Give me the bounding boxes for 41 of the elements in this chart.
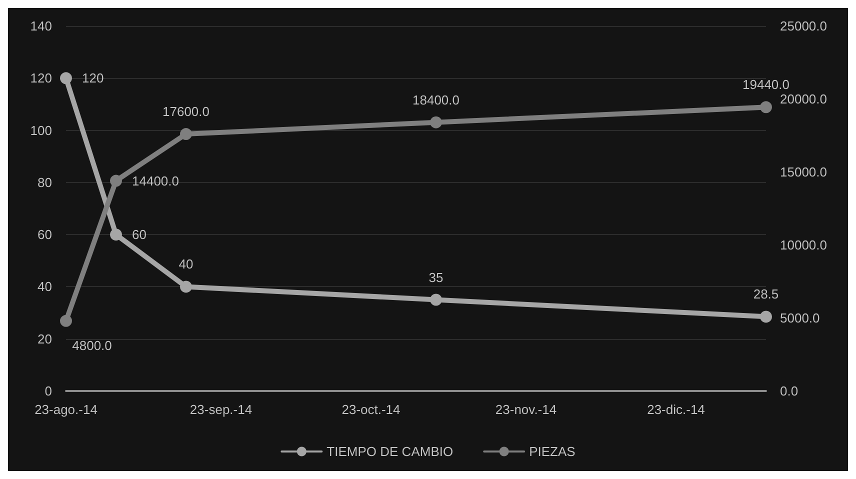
x-tick-label: 23-oct.-14 <box>342 402 400 417</box>
x-tick-label: 23-dic.-14 <box>647 402 705 417</box>
point <box>110 174 122 187</box>
data-label: 120 <box>82 70 104 86</box>
point <box>760 310 772 323</box>
x-tick-label: 23-nov.-14 <box>495 402 557 417</box>
point <box>180 128 192 140</box>
point <box>430 116 442 128</box>
legend-label: TIEMPO DE CAMBIO <box>326 444 454 459</box>
data-label: 14400.0 <box>132 173 179 188</box>
y-tick-label: 80 <box>38 174 52 190</box>
y2-tick-label: 25000.0 <box>780 18 827 34</box>
data-label: 17600.0 <box>162 104 210 120</box>
data-label: 35 <box>428 270 444 285</box>
point <box>60 314 72 327</box>
data-label: 19440.0 <box>742 77 790 92</box>
data-label: 4800.0 <box>72 338 112 353</box>
y2-tick-label: 15000.0 <box>780 164 827 180</box>
x-tick-label: 23-sep.-14 <box>190 402 252 417</box>
y2-tick-label: 20000.0 <box>780 92 827 106</box>
point <box>110 228 122 241</box>
data-label: 40 <box>178 256 194 272</box>
data-label: 60 <box>132 227 146 242</box>
data-label: 28.5 <box>753 286 779 302</box>
point <box>60 72 72 84</box>
point <box>180 280 192 293</box>
legend-label: PIEZAS <box>529 444 576 459</box>
y2-tick-label: 5000.0 <box>780 310 820 326</box>
y-tick-label: 120 <box>30 70 52 86</box>
point <box>430 294 442 306</box>
y2-tick-label: 10000.0 <box>780 238 827 252</box>
y-tick-label: 60 <box>38 227 52 242</box>
point <box>760 101 772 114</box>
y-tick-label: 20 <box>38 331 52 346</box>
y-tick-label: 100 <box>30 122 52 138</box>
y-tick-label: 0 <box>44 384 52 398</box>
data-label: 18400.0 <box>412 92 460 108</box>
y2-tick-label: 0.0 <box>780 384 798 398</box>
y-tick-label: 40 <box>38 279 52 294</box>
x-tick-label: 23-ago.-14 <box>34 402 98 417</box>
y-tick-label: 140 <box>30 18 52 34</box>
